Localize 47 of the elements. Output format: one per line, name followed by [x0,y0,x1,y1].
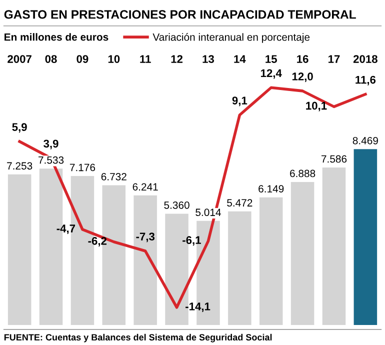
data-label: 3,9 [44,140,58,150]
chart-subtitle: En millones de euros [4,33,108,41]
data-label: 7.586 [321,155,347,163]
x-tick-label: 10 [108,55,120,63]
data-label: 6.732 [101,173,126,180]
data-label: 6.149 [258,185,284,192]
bar [290,182,314,325]
bar [134,195,157,325]
source-note: FUENTE: Cuentas y Balances del Sistema de Seguridad Social [4,334,272,342]
x-tick-label: 09 [76,55,88,63]
data-label: 5.360 [164,201,190,209]
data-label: 12,0 [292,72,313,82]
data-label: 5.014 [196,208,221,216]
x-tick-label: 13 [202,55,214,63]
x-tick-label: 16 [297,55,308,63]
x-tick-label: 2007 [8,55,32,63]
bar [322,167,346,325]
data-label: 5.472 [227,199,252,207]
chart-title: GASTO EN PRESTACIONES POR INCAPACIDAD TEMPORAL [4,10,356,19]
data-label: 9,1 [232,96,248,106]
data-label: 6.241 [132,183,158,191]
x-tick-label: 12 [171,55,183,63]
data-label: 11,6 [356,76,376,86]
data-label: -4,7 [56,224,76,234]
x-tick-label: 15 [266,55,277,63]
x-tick-label: 08 [45,55,57,63]
data-label: 10,1 [306,102,327,112]
x-tick-label: 14 [234,55,246,63]
bar [228,211,252,325]
bar [8,174,32,325]
legend-label: Variación interanual en porcentaje [152,33,310,43]
data-label: -14,1 [186,302,210,312]
x-tick-label: 2018 [353,55,378,63]
data-label: -7,3 [136,232,155,242]
data-label: 7.253 [7,162,32,170]
data-label: 5,9 [12,123,27,133]
data-label: 7.176 [70,164,96,172]
x-tick-label: 17 [328,55,340,63]
data-label: 8.469 [352,136,378,144]
data-label: 7.533 [38,156,64,164]
bar [354,149,378,325]
bar [259,197,283,325]
data-label: 6.888 [290,170,316,178]
x-tick-label: 11 [140,55,151,63]
data-label: 12,4 [260,69,282,79]
data-label: -6,2 [88,237,107,246]
data-label: -6,1 [182,236,201,246]
